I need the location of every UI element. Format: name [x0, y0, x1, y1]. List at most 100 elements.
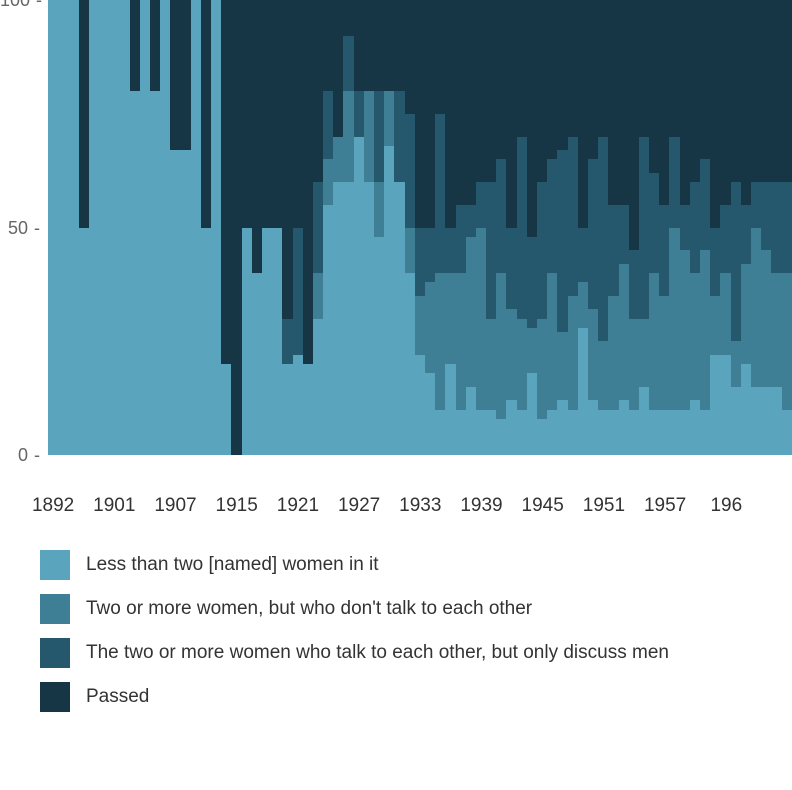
bar-1932: [405, 0, 415, 455]
bar-seg-talk_about_men: [435, 114, 445, 273]
bar-seg-less_than_two: [191, 0, 201, 455]
plot-area: [48, 0, 792, 455]
bar-seg-two_no_talk: [680, 250, 690, 409]
bar-1925: [333, 0, 343, 455]
bar-seg-two_no_talk: [425, 282, 435, 373]
bar-seg-passed: [466, 0, 476, 205]
bar-1949: [578, 0, 588, 455]
bar-seg-less_than_two: [343, 182, 353, 455]
bar-seg-less_than_two: [140, 0, 150, 455]
bar-seg-less_than_two: [761, 387, 771, 455]
bar-1933: [415, 0, 425, 455]
bar-seg-talk_about_men: [771, 182, 781, 273]
bar-seg-less_than_two: [629, 410, 639, 456]
bar-1936: [445, 0, 455, 455]
bar-seg-talk_about_men: [619, 205, 629, 264]
bar-seg-less_than_two: [435, 410, 445, 456]
bar-1961: [700, 0, 710, 455]
bar-seg-two_no_talk: [568, 296, 578, 410]
bar-1907: [170, 0, 180, 455]
bar-seg-two_no_talk: [608, 296, 618, 410]
bar-seg-less_than_two: [293, 355, 303, 455]
bar-seg-passed: [598, 0, 608, 137]
bar-seg-passed: [720, 0, 730, 205]
bar-seg-talk_about_men: [476, 182, 486, 228]
bar-seg-passed: [394, 0, 404, 91]
bar-seg-talk_about_men: [710, 228, 720, 296]
bar-seg-talk_about_men: [598, 137, 608, 342]
y-tick-label: 50: [8, 218, 28, 238]
bar-1940: [486, 0, 496, 455]
bar-seg-less_than_two: [557, 400, 567, 455]
bar-1894: [68, 0, 78, 455]
bar-seg-talk_about_men: [354, 91, 364, 137]
bar-1968: [771, 0, 781, 455]
x-tick-1933: 1933: [399, 495, 441, 517]
legend-label: The two or more women who talk to each o…: [86, 642, 669, 664]
bar-1918: [262, 0, 272, 455]
bar-seg-passed: [751, 0, 761, 182]
bar-1967: [761, 0, 771, 455]
bar-seg-two_no_talk: [731, 341, 741, 387]
bar-seg-two_no_talk: [323, 159, 333, 205]
bar-1950: [588, 0, 598, 455]
bar-seg-two_no_talk: [690, 273, 700, 400]
bar-1964: [731, 0, 741, 455]
x-tick-1939: 1939: [460, 495, 502, 517]
bar-seg-talk_about_men: [608, 205, 618, 296]
bar-seg-passed: [496, 0, 506, 159]
bar-seg-less_than_two: [89, 0, 99, 455]
bar-1962: [710, 0, 720, 455]
bar-1952: [608, 0, 618, 455]
bar-seg-less_than_two: [313, 319, 323, 456]
bar-seg-less_than_two: [588, 400, 598, 455]
bar-seg-passed: [303, 0, 313, 364]
bar-seg-less_than_two: [384, 146, 394, 455]
bar-seg-less_than_two: [242, 228, 252, 456]
bar-seg-less_than_two: [282, 364, 292, 455]
bar-seg-less_than_two: [303, 364, 313, 455]
bar-1937: [456, 0, 466, 455]
legend-swatch: [40, 550, 70, 580]
legend-label: Two or more women, but who don't talk to…: [86, 598, 532, 620]
bar-seg-less_than_two: [272, 228, 282, 456]
bar-seg-talk_about_men: [720, 205, 730, 273]
bar-seg-two_no_talk: [710, 296, 720, 355]
bar-1912: [201, 0, 211, 455]
bar-seg-passed: [680, 0, 690, 205]
bar-seg-two_no_talk: [659, 296, 669, 410]
bar-seg-passed: [384, 0, 394, 91]
bar-seg-passed: [517, 0, 527, 137]
bar-seg-passed: [201, 0, 211, 228]
bar-seg-less_than_two: [119, 0, 129, 455]
bar-1943: [517, 0, 527, 455]
bar-1948: [568, 0, 578, 455]
bar-seg-passed: [445, 0, 455, 228]
bar-seg-two_no_talk: [313, 273, 323, 319]
bar-1929: [374, 0, 384, 455]
bar-seg-less_than_two: [354, 137, 364, 456]
bar-seg-less_than_two: [221, 364, 231, 455]
bar-seg-talk_about_men: [557, 150, 567, 332]
legend-swatch: [40, 638, 70, 668]
bar-1909: [191, 0, 201, 455]
bar-seg-two_no_talk: [486, 319, 496, 410]
x-tick-1945: 1945: [522, 495, 564, 517]
bar-seg-two_no_talk: [527, 328, 537, 374]
bar-seg-passed: [619, 0, 629, 205]
bar-1960: [690, 0, 700, 455]
bar-seg-less_than_two: [598, 410, 608, 456]
bar-1959: [680, 0, 690, 455]
x-tick-1957: 1957: [644, 495, 686, 517]
legend-swatch: [40, 594, 70, 624]
bar-seg-talk_about_men: [547, 159, 557, 273]
bar-seg-two_no_talk: [506, 309, 516, 400]
bar-seg-passed: [272, 0, 282, 228]
y-tick-100: 100-: [0, 0, 40, 9]
bar-1914: [221, 0, 231, 455]
bar-seg-passed: [354, 0, 364, 91]
legend-item-two_no_talk: Two or more women, but who don't talk to…: [40, 594, 669, 624]
bar-seg-passed: [262, 0, 272, 228]
bar-1946: [547, 0, 557, 455]
y-tick-mark: -: [36, 0, 42, 10]
